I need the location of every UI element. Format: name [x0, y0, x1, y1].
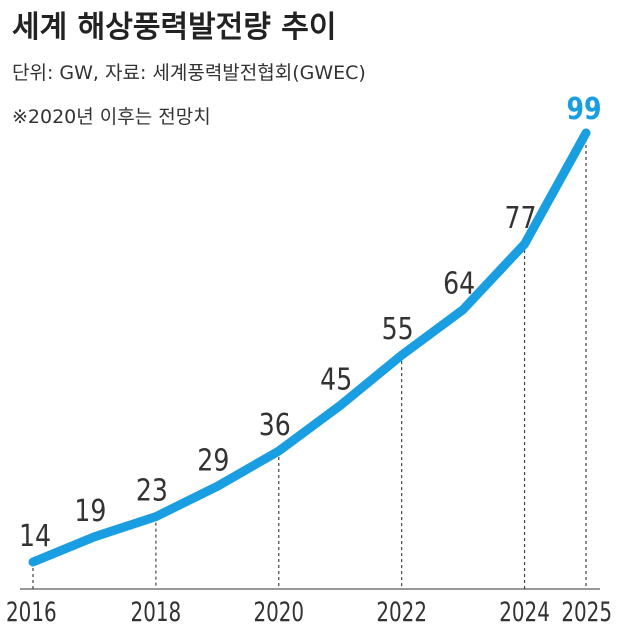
guide-lines — [32, 139, 587, 589]
data-label-2022: 55 — [382, 311, 414, 347]
x-tick-label-2024: 2024 — [499, 596, 550, 627]
x-tick-label-2018: 2018 — [131, 596, 182, 627]
x-tick-label-2016: 2016 — [6, 596, 57, 627]
data-label-2025: 99 — [566, 91, 601, 127]
data-label-2018: 23 — [136, 472, 168, 508]
data-label-2023: 64 — [443, 265, 475, 301]
x-axis-ticks: 2016 2018 2020 2022 2024 2025 — [6, 596, 612, 627]
x-tick-label-2020: 2020 — [253, 596, 304, 627]
data-label-2017: 19 — [74, 493, 106, 529]
data-labels: 14 19 23 29 36 45 55 64 77 99 — [19, 91, 602, 554]
chart-source: 단위: GW, 자료: 세계풍력발전협회(GWEC) — [12, 62, 366, 84]
series-line — [28, 128, 591, 567]
data-label-2019: 29 — [197, 442, 229, 478]
series-line-group — [28, 128, 591, 567]
data-label-2024: 77 — [505, 200, 537, 236]
data-label-2020: 36 — [259, 407, 291, 443]
x-tick-label-2025: 2025 — [561, 596, 612, 627]
x-tick-label-2022: 2022 — [376, 596, 427, 627]
forecast-note: ※2020년 이후는 전망치 — [12, 106, 211, 128]
data-label-2016: 14 — [19, 518, 51, 554]
chart-title: 세계 해상풍력발전량 추이 — [12, 10, 337, 45]
data-label-2021: 45 — [320, 361, 352, 397]
